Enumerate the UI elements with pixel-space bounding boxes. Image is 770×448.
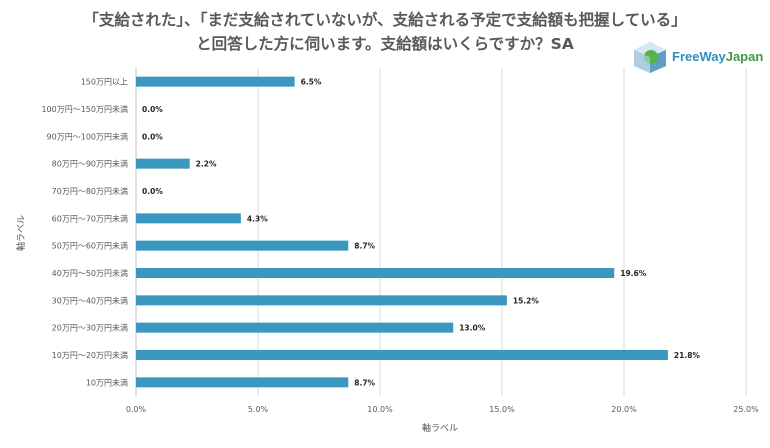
x-tick-label: 20.0% [611, 405, 637, 414]
x-tick-labels: 0.0% 5.0% 10.0% 15.0% 20.0% 25.0% [126, 405, 759, 414]
bar [136, 268, 615, 278]
value-label: 0.0% [142, 132, 163, 141]
freeway-japan-logo: FreeWayJapan [630, 40, 763, 74]
category-label: 40万円～50万円未満 [52, 268, 128, 278]
category-label: 100万円～150万円未満 [41, 104, 128, 114]
bar [136, 213, 241, 224]
x-tick-label: 10.0% [367, 405, 393, 414]
category-label: 90万円～100万円未満 [47, 131, 128, 141]
bar [136, 350, 668, 360]
category-label: 80万円～90万円未満 [52, 159, 128, 169]
bar [136, 377, 349, 388]
category-label: 20万円～30万円未満 [52, 323, 128, 333]
chart-title: 「支給された」、「まだ支給されていないが、支給される予定で支給額も把握している」… [0, 8, 770, 56]
value-label: 2.2% [196, 160, 217, 169]
value-label: 19.6% [620, 269, 647, 278]
chart-title-line2: と回答した方に伺います。支給額はいくらですか？SA [196, 35, 574, 53]
logo-text-japan: Japan [725, 49, 764, 64]
bar [136, 76, 295, 87]
value-label: 15.2% [513, 296, 540, 305]
chart-title-line1: 「支給された」、「まだ支給されていないが、支給される予定で支給額も把握している」 [83, 11, 687, 29]
value-labels: 6.5% 0.0% 0.0% 2.2% 0.0% 4.3% 8.7% 19.6% 15.2% 13… [142, 78, 700, 388]
value-label: 21.8% [674, 351, 701, 360]
logo-text-freeway: FreeWay [672, 49, 726, 64]
x-tick-label: 25.0% [733, 405, 759, 414]
category-label: 50万円～60万円未満 [52, 241, 128, 251]
logo-text: FreeWayJapan [672, 49, 763, 64]
x-axis-label: 軸ラベル [422, 422, 458, 434]
y-axis-label: 軸ラベル [15, 215, 27, 251]
x-tick-label: 0.0% [126, 405, 147, 414]
x-tick-label: 5.0% [248, 405, 269, 414]
category-label: 10万円未満 [86, 377, 128, 387]
bar [136, 158, 190, 169]
value-label: 8.7% [354, 242, 375, 251]
category-label: 30万円～40万円未満 [52, 295, 128, 305]
category-label: 70万円～80万円未満 [52, 186, 128, 196]
bar [136, 240, 349, 251]
value-label: 4.3% [247, 214, 268, 223]
value-label: 0.0% [142, 187, 163, 196]
category-label: 10万円～20万円未満 [52, 350, 128, 360]
value-label: 13.0% [459, 324, 486, 333]
category-label: 150万円以上 [81, 78, 128, 87]
grid-lines [135, 68, 747, 396]
bar [136, 295, 507, 306]
value-label: 0.0% [142, 105, 163, 114]
value-label: 6.5% [301, 78, 322, 87]
category-labels: 150万円以上 100万円～150万円未満 90万円～100万円未満 80万円～90万… [41, 78, 128, 388]
category-label: 60万円～70万円未満 [52, 213, 128, 223]
cube-logo-icon [634, 42, 666, 73]
bars [136, 76, 668, 388]
value-label: 8.7% [354, 378, 375, 387]
bar [136, 322, 454, 333]
x-tick-label: 15.0% [489, 405, 515, 414]
